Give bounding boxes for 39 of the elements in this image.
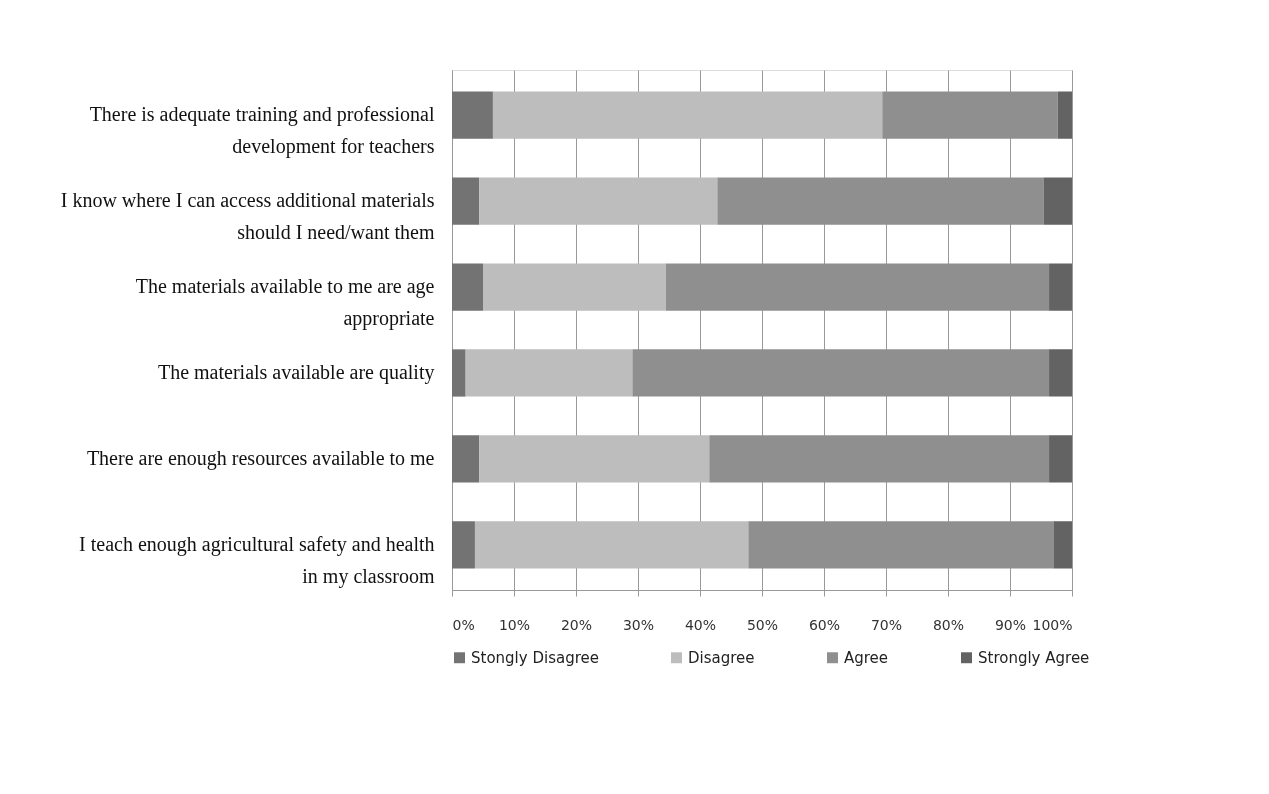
legend-label: Agree xyxy=(844,648,889,667)
bar xyxy=(483,263,666,311)
x-tick-label: 50% xyxy=(746,616,779,633)
bar xyxy=(1053,521,1072,569)
bar xyxy=(479,177,718,225)
x-tick-label: 20% xyxy=(560,616,593,633)
x-tick-label: 90% xyxy=(994,616,1027,633)
bar xyxy=(452,263,483,311)
bar xyxy=(1057,91,1072,139)
legend-label: Strongly Agree xyxy=(978,648,1090,667)
x-tick-label: 0% xyxy=(452,616,475,633)
y-tick-label: There is adequate training and professional development for teachers xyxy=(89,103,435,159)
bar xyxy=(465,349,633,397)
bar xyxy=(452,435,480,483)
y-tick-label: I know where I can access additional materials should I need/want them xyxy=(60,189,435,244)
x-tick-label: 40% xyxy=(684,616,717,633)
y-tick-label: I teach enough agricultural safety and health in my classroom xyxy=(79,532,435,588)
bar xyxy=(452,521,475,569)
x-tick-label: 60% xyxy=(808,616,841,633)
y-tick-label: The materials available to me are age appropriate xyxy=(135,275,435,331)
bar xyxy=(1049,435,1072,483)
y-tick-label: The materials available are quality xyxy=(157,360,435,384)
bar xyxy=(474,521,749,569)
bar xyxy=(452,349,466,397)
legend-label: Stongly Disagree xyxy=(471,648,599,667)
y-tick-label: There are enough resources available to me xyxy=(86,446,435,470)
bar xyxy=(1049,349,1072,397)
x-tick-label: 70% xyxy=(870,616,903,633)
x-tick-label: 100% xyxy=(1032,616,1073,633)
bar xyxy=(492,91,883,139)
bar xyxy=(1049,263,1072,311)
bar xyxy=(1043,177,1072,225)
x-tick-label: 80% xyxy=(932,616,965,633)
bar xyxy=(479,435,710,483)
x-tick-label: 30% xyxy=(622,616,655,633)
legend-label: Disagree xyxy=(688,648,755,667)
bar xyxy=(452,91,493,139)
x-tick-label: 10% xyxy=(498,616,531,633)
bar xyxy=(452,177,480,225)
